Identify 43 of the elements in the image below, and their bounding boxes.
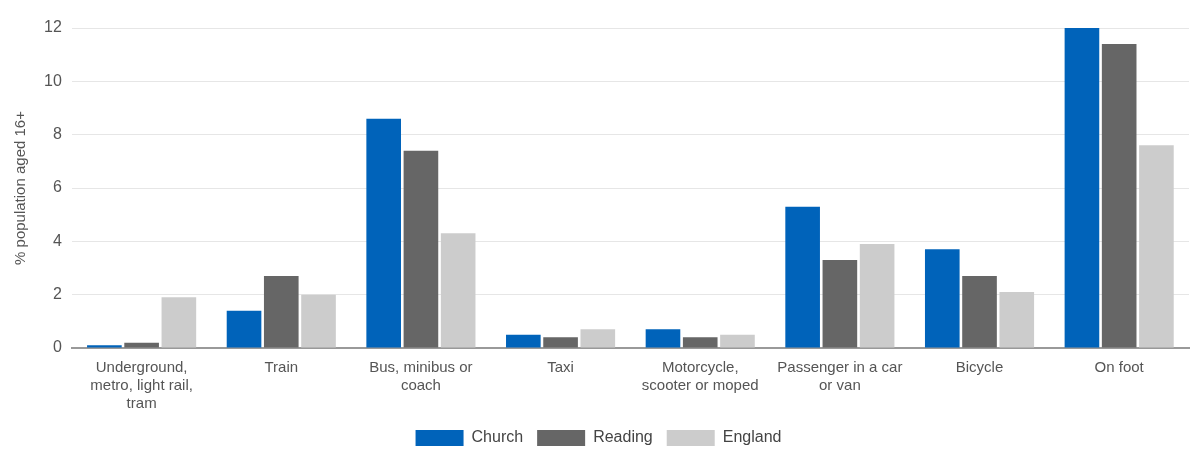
x-tick-label: Bicycle [955,358,1004,376]
bar [366,118,401,348]
x-tick-label: Passenger in a car or van [777,358,903,394]
bar [440,233,476,348]
bar [403,150,439,348]
y-tick-label: 10 [44,71,62,89]
bar [263,276,299,348]
bar [1101,44,1137,348]
y-tick-label: 6 [52,178,62,196]
bar [785,206,820,348]
bar [720,334,755,348]
y-tick-label: 12 [44,18,62,36]
y-tick-label: 2 [52,285,62,303]
bar [226,310,262,348]
bar [999,292,1035,348]
bar [924,249,960,348]
bar [506,334,541,348]
x-tick-label: On foot [1094,358,1145,376]
bar [859,244,895,348]
x-tick-label: Bus, minibus or coach [369,358,473,394]
x-tick-label: Underground, metro, light rail, tram [90,358,193,412]
bar [161,297,197,348]
bar [962,276,997,348]
bar [1139,145,1174,348]
bar [124,342,159,348]
legend-label: England [722,428,782,446]
y-tick-label: 0 [52,338,62,356]
bar [580,329,616,348]
legend-label: Reading [593,428,653,446]
bar [645,329,681,348]
x-tick-label: Motorcycle, scooter or moped [641,358,759,394]
bar [682,337,718,348]
bar [301,294,336,348]
y-tick-label: 4 [52,231,62,249]
bar [1064,28,1100,348]
bar [87,345,122,348]
y-tick-label: 8 [52,125,62,143]
legend-label: Church [471,428,524,446]
bar [543,337,578,348]
bar [822,260,858,348]
x-tick-label: Taxi [547,358,574,376]
x-tick-label: Train [264,358,299,376]
y-axis-title: % population aged 16+ [11,110,29,265]
